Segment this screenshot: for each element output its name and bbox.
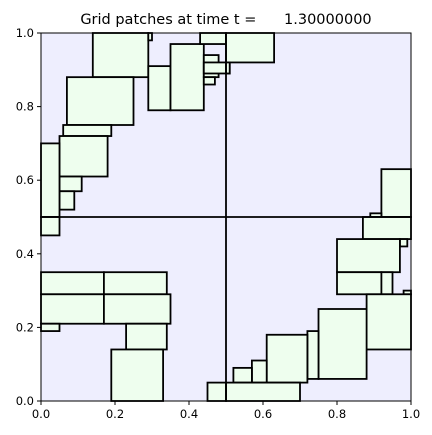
grid-patch-36	[103, 293, 172, 325]
grid-patch-21	[336, 238, 401, 274]
y-tick-label: 0.0	[16, 394, 34, 408]
grid-patch-4	[58, 135, 109, 178]
grid-patch-38	[125, 322, 168, 351]
y-tick-label: 0.8	[16, 100, 34, 114]
x-axis: 0.0 0.2 0.4 0.6 0.8 1.0	[32, 401, 420, 421]
grid-patch-14	[199, 32, 227, 45]
grid-patch-17	[380, 168, 412, 218]
grid-patch-7	[40, 142, 61, 218]
chart-title: Grid patches at time t = 1.30000000	[80, 12, 371, 28]
plot-frame	[40, 32, 412, 402]
y-axis: 0.0 0.2 0.4 0.6 0.8 1.0	[16, 26, 41, 408]
x-tick-label: 0.0	[32, 407, 50, 421]
grid-patch-33	[40, 271, 105, 296]
grid-patch-39	[110, 348, 165, 402]
grid-patch-34	[103, 271, 168, 296]
level1-grid-lines	[41, 33, 411, 401]
grid-patch-0	[91, 32, 150, 79]
grid-patch-25	[365, 293, 412, 351]
x-tick-label: 0.8	[328, 407, 346, 421]
grid-patch-35	[40, 293, 105, 325]
grid-patch-2	[66, 76, 135, 126]
x-tick-label: 0.6	[254, 407, 272, 421]
grid-patch-32	[206, 381, 227, 402]
x-tick-label: 0.4	[180, 407, 198, 421]
grid-patch-9	[147, 65, 172, 112]
grid-patch-31	[225, 381, 301, 402]
y-tick-label: 1.0	[16, 26, 34, 40]
grid-patch-37	[40, 322, 61, 332]
grid-patch-27	[306, 330, 320, 380]
grid-patch-19	[361, 216, 412, 240]
grid-patch-5	[58, 175, 83, 193]
y-tick-label: 0.6	[16, 173, 34, 187]
grid-patch-30	[232, 366, 253, 384]
y-tick-label: 0.2	[16, 320, 34, 334]
patch-layer	[40, 32, 412, 402]
grid-patch-3	[62, 124, 113, 137]
grid-patch-20	[398, 238, 409, 248]
grid-patch-26	[317, 308, 368, 380]
grid-patch-1	[147, 32, 153, 42]
grid-patch-8	[40, 216, 61, 237]
grid-patch-10	[169, 43, 205, 112]
grid-patch-23	[380, 271, 394, 296]
y-tick-label: 0.4	[16, 247, 34, 261]
grid-patch-12	[202, 76, 216, 86]
grid-patch-6	[58, 190, 76, 211]
x-tick-label: 1.0	[402, 407, 420, 421]
grid-patch-28	[265, 333, 309, 384]
grid-patch-22	[336, 271, 383, 296]
x-tick-label: 0.2	[106, 407, 124, 421]
grid-patch-15	[225, 32, 275, 64]
grid-patch-29	[250, 359, 268, 384]
